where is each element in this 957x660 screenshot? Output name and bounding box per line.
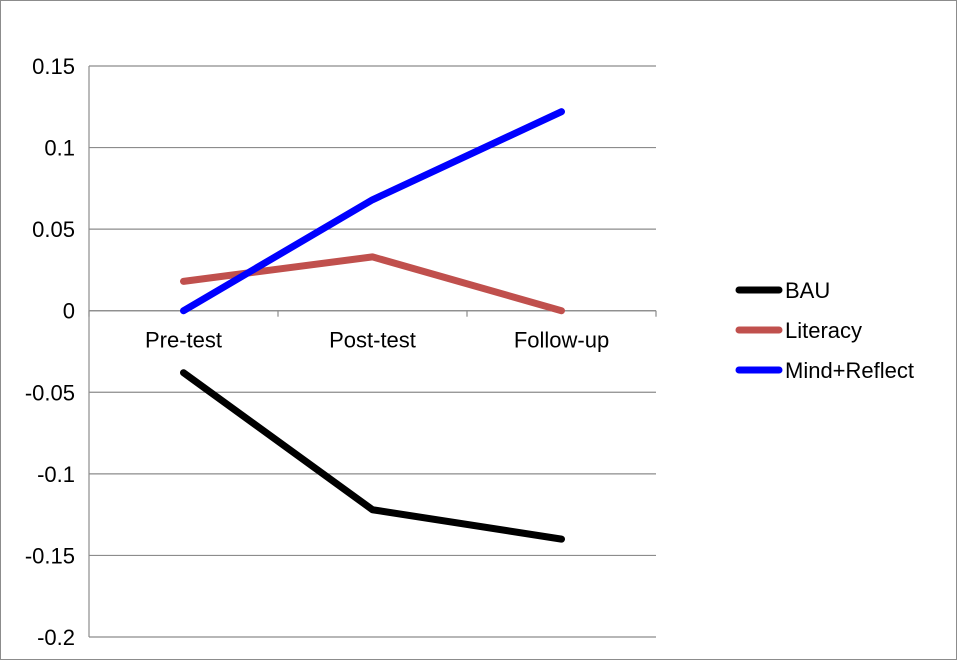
y-tick-label: -0.2: [37, 625, 75, 650]
y-tick-label: 0.15: [32, 54, 75, 79]
y-tick-label: 0: [63, 299, 75, 324]
series-lines: [180, 108, 565, 543]
y-tick-label: 0.05: [32, 217, 75, 242]
legend: BAU Literacy Mind+Reflect: [735, 278, 914, 383]
series-line-literacy: [180, 253, 565, 315]
x-tick-label: Follow-up: [514, 328, 609, 353]
legend-label: Literacy: [785, 318, 862, 343]
series-line-mind-reflect: [180, 108, 565, 315]
y-tick-label: -0.1: [37, 462, 75, 487]
y-axis-tick-labels: 0.15 0.1 0.05 0 -0.05 -0.1 -0.15 -0.2: [25, 54, 75, 650]
x-axis-tick-labels: Pre-test Post-test Follow-up: [145, 328, 609, 353]
legend-label: BAU: [785, 278, 830, 303]
x-tick-label: Pre-test: [145, 328, 222, 353]
y-tick-label: 0.1: [44, 136, 75, 161]
y-tick-label: -0.15: [25, 543, 75, 568]
y-tick-label: -0.05: [25, 380, 75, 405]
series-line-bau: [180, 369, 565, 543]
x-tick-label: Post-test: [329, 328, 416, 353]
legend-label: Mind+Reflect: [785, 358, 914, 383]
